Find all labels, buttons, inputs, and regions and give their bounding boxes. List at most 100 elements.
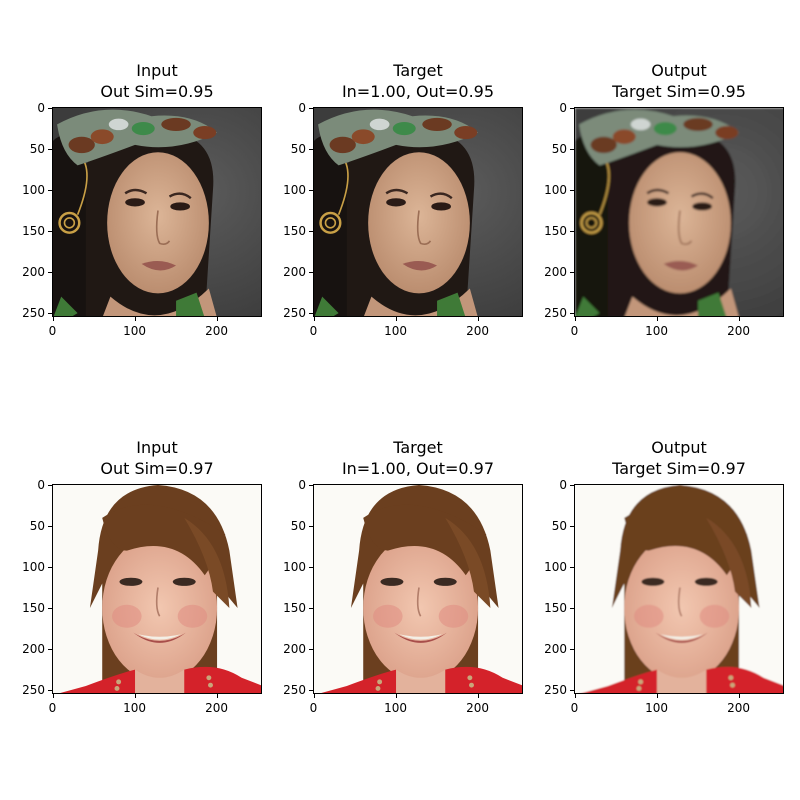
y-tick-mark xyxy=(309,312,313,314)
face-image xyxy=(53,485,261,693)
y-tick-label: 50 xyxy=(551,518,567,533)
panel-title: Target In=1.00, Out=0.97 xyxy=(273,437,563,479)
x-tick-label: 100 xyxy=(645,701,668,715)
y-tick-label: 150 xyxy=(22,223,45,238)
y-tick-label: 0 xyxy=(37,477,45,492)
y-tick-mark xyxy=(309,525,313,527)
y-tick-mark xyxy=(570,484,574,486)
face-image xyxy=(53,108,261,316)
y-tick-mark xyxy=(570,689,574,691)
x-tick-label: 200 xyxy=(205,701,229,715)
y-tick-mark xyxy=(309,107,313,109)
panel-title: Input Out Sim=0.95 xyxy=(12,60,302,102)
y-tick-mark xyxy=(48,484,52,486)
x-tick-mark xyxy=(574,694,576,698)
y-tick-mark xyxy=(48,648,52,650)
y-tick-mark xyxy=(48,607,52,609)
panel-title-line1: Output xyxy=(651,438,707,457)
y-tick-mark xyxy=(570,566,574,568)
y-tick-label: 50 xyxy=(29,141,45,156)
y-tick-mark xyxy=(570,271,574,273)
y-tick-mark xyxy=(570,189,574,191)
panel-title-line1: Input xyxy=(136,61,178,80)
y-tick-label: 100 xyxy=(283,182,306,197)
y-tick-label: 250 xyxy=(22,682,45,697)
panel-title-line1: Target xyxy=(393,438,443,457)
panel-title: Target In=1.00, Out=0.95 xyxy=(273,60,563,102)
y-tick-mark xyxy=(48,312,52,314)
y-tick-mark xyxy=(309,148,313,150)
x-tick-mark xyxy=(313,317,315,321)
x-tick-label: 100 xyxy=(123,324,146,338)
x-tick-mark xyxy=(656,317,658,321)
y-tick-label: 0 xyxy=(559,100,567,115)
panel-title: Input Out Sim=0.97 xyxy=(12,437,302,479)
x-tick-mark xyxy=(216,694,218,698)
x-tick-mark xyxy=(395,694,397,698)
x-tick-mark xyxy=(738,317,740,321)
face-image xyxy=(314,485,522,693)
y-tick-label: 50 xyxy=(290,518,306,533)
y-tick-label: 250 xyxy=(283,682,306,697)
y-tick-mark xyxy=(309,230,313,232)
panel-title: Output Target Sim=0.95 xyxy=(534,60,800,102)
panel-image xyxy=(313,107,523,317)
y-tick-mark xyxy=(48,189,52,191)
x-tick-label: 100 xyxy=(384,701,407,715)
face-image xyxy=(575,485,783,693)
y-tick-mark xyxy=(48,525,52,527)
y-tick-label: 250 xyxy=(22,305,45,320)
panel-title: Output Target Sim=0.97 xyxy=(534,437,800,479)
y-tick-label: 150 xyxy=(544,600,567,615)
y-tick-mark xyxy=(48,107,52,109)
y-tick-label: 50 xyxy=(29,518,45,533)
y-tick-mark xyxy=(48,566,52,568)
x-tick-label: 100 xyxy=(384,324,407,338)
y-tick-label: 250 xyxy=(544,682,567,697)
y-tick-mark xyxy=(48,271,52,273)
y-tick-mark xyxy=(570,648,574,650)
y-tick-label: 250 xyxy=(544,305,567,320)
y-tick-mark xyxy=(309,607,313,609)
x-tick-label: 100 xyxy=(645,324,668,338)
panel-title-line1: Target xyxy=(393,61,443,80)
y-tick-mark xyxy=(570,107,574,109)
y-tick-label: 150 xyxy=(283,600,306,615)
panel-title-line1: Input xyxy=(136,438,178,457)
panel-title-line2: Target Sim=0.95 xyxy=(612,82,746,101)
y-tick-label: 200 xyxy=(544,641,567,656)
panel-image xyxy=(574,484,784,694)
x-tick-mark xyxy=(216,317,218,321)
panel-image xyxy=(574,107,784,317)
y-tick-label: 100 xyxy=(283,559,306,574)
panel-title-line2: Out Sim=0.97 xyxy=(100,459,214,478)
x-tick-label: 200 xyxy=(727,701,751,715)
y-tick-label: 150 xyxy=(22,600,45,615)
y-tick-label: 0 xyxy=(298,100,306,115)
y-tick-mark xyxy=(309,566,313,568)
panel-title-line2: Target Sim=0.97 xyxy=(612,459,746,478)
x-tick-mark xyxy=(738,694,740,698)
y-tick-label: 100 xyxy=(544,182,567,197)
panel-title-line2: Out Sim=0.95 xyxy=(100,82,214,101)
x-tick-label: 0 xyxy=(309,701,318,715)
y-tick-mark xyxy=(570,230,574,232)
x-tick-mark xyxy=(313,694,315,698)
x-tick-mark xyxy=(477,317,479,321)
y-tick-label: 100 xyxy=(544,559,567,574)
x-tick-mark xyxy=(52,694,54,698)
x-tick-label: 0 xyxy=(570,324,579,338)
x-tick-label: 200 xyxy=(466,324,490,338)
panel-image xyxy=(52,484,262,694)
y-tick-label: 150 xyxy=(544,223,567,238)
y-tick-mark xyxy=(570,607,574,609)
x-tick-label: 100 xyxy=(123,701,146,715)
y-tick-mark xyxy=(570,148,574,150)
x-tick-label: 0 xyxy=(48,324,57,338)
x-tick-mark xyxy=(656,694,658,698)
y-tick-label: 0 xyxy=(559,477,567,492)
y-tick-label: 200 xyxy=(283,264,306,279)
x-tick-label: 0 xyxy=(309,324,318,338)
panel-title-line2: In=1.00, Out=0.97 xyxy=(341,459,495,478)
face-image xyxy=(575,108,783,316)
